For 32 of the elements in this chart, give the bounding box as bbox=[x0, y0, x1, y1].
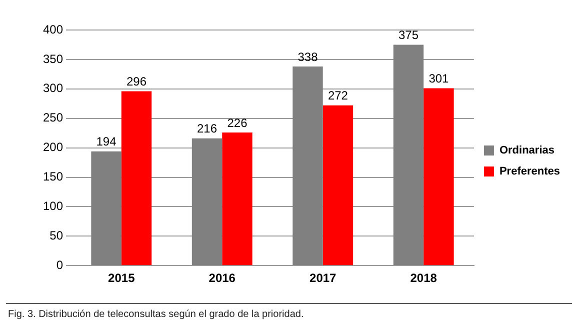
data-label: 338 bbox=[298, 50, 318, 64]
bar bbox=[424, 88, 454, 266]
x-tick-label: 2015 bbox=[108, 271, 136, 286]
data-label: 226 bbox=[227, 116, 248, 130]
data-label: 216 bbox=[197, 122, 218, 136]
bar bbox=[393, 44, 424, 266]
y-tick-label: 400 bbox=[42, 22, 64, 36]
data-label: 375 bbox=[398, 28, 419, 42]
caption: Fig. 3. Distribución de teleconsultas según el grado de la prioridad. bbox=[8, 309, 304, 320]
data-label: 194 bbox=[96, 134, 117, 149]
data-label: 301 bbox=[428, 72, 450, 86]
y-tick-label: 250 bbox=[42, 110, 64, 125]
bar bbox=[222, 132, 252, 266]
bar bbox=[91, 151, 122, 266]
x-tick-label: 2016 bbox=[208, 271, 236, 286]
legend-label: Ordinarias bbox=[499, 144, 554, 157]
y-tick-label: 200 bbox=[42, 140, 64, 154]
legend-label: Preferentes bbox=[499, 166, 560, 178]
y-tick-label: 100 bbox=[42, 199, 64, 214]
x-tick-label: 2017 bbox=[310, 271, 337, 286]
y-tick-label: 300 bbox=[42, 81, 64, 96]
y-tick-label: 0 bbox=[56, 258, 64, 272]
data-label: 272 bbox=[328, 88, 348, 103]
x-tick-label: 2018 bbox=[410, 271, 438, 286]
y-tick-label: 150 bbox=[42, 170, 64, 184]
bar bbox=[192, 138, 222, 266]
bar bbox=[322, 105, 354, 266]
data-label: 296 bbox=[126, 74, 147, 89]
y-tick-label: 350 bbox=[42, 52, 64, 66]
bar bbox=[292, 66, 323, 266]
bar bbox=[121, 91, 152, 266]
y-tick-label: 50 bbox=[50, 228, 64, 242]
